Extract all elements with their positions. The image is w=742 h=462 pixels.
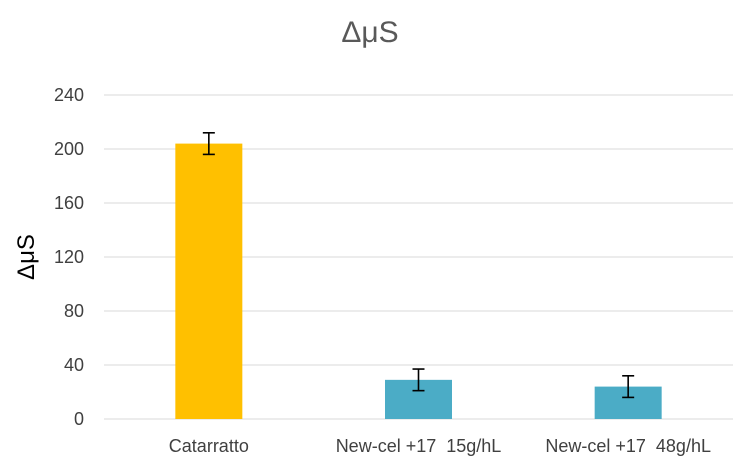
category-label: New-cel +17 15g/hL bbox=[336, 436, 502, 456]
y-axis-label: ΔμS bbox=[13, 234, 40, 280]
category-label: New-cel +17 48g/hL bbox=[545, 436, 711, 456]
y-tick-label: 0 bbox=[74, 409, 84, 429]
error-bar bbox=[622, 374, 635, 399]
y-tick-labels: 0 40 80 120 160 200 240 bbox=[54, 85, 84, 429]
error-bars bbox=[202, 132, 635, 399]
y-tick-label: 240 bbox=[54, 85, 84, 105]
bar bbox=[175, 143, 243, 419]
error-bar bbox=[202, 132, 215, 156]
y-tick-label: 120 bbox=[54, 247, 84, 267]
y-tick-label: 40 bbox=[64, 355, 84, 375]
y-tick-label: 160 bbox=[54, 193, 84, 213]
error-bar bbox=[412, 368, 425, 392]
y-tick-label: 200 bbox=[54, 139, 84, 159]
chart-title: ΔμS bbox=[341, 16, 398, 49]
category-labels: Catarratto New-cel +17 15g/hL New-cel +17 … bbox=[169, 436, 711, 456]
y-tick-label: 80 bbox=[64, 301, 84, 321]
category-label: Catarratto bbox=[169, 436, 249, 456]
